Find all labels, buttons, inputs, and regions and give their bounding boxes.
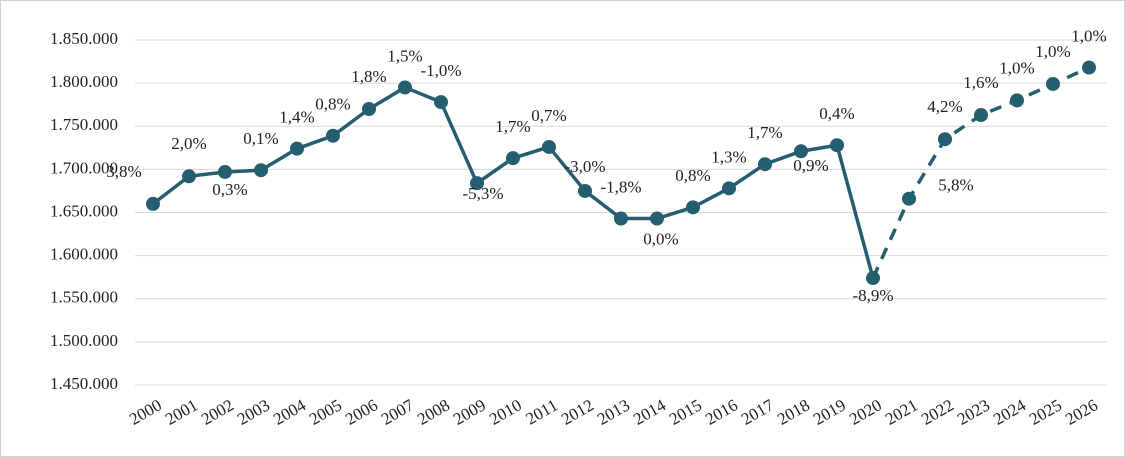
data-label: 0,8% xyxy=(315,95,350,114)
marker xyxy=(218,164,232,179)
data-label: 1,7% xyxy=(747,123,782,142)
data-label: 1,0% xyxy=(1035,42,1070,61)
data-label: 1,3% xyxy=(711,147,746,166)
data-label: -5,3% xyxy=(462,184,503,203)
marker xyxy=(434,95,448,110)
marker xyxy=(1082,60,1096,75)
data-label: 1,5% xyxy=(387,46,422,65)
data-label: 1,4% xyxy=(279,108,314,127)
data-label: 1,7% xyxy=(495,117,530,136)
data-label: 4,2% xyxy=(927,97,962,116)
marker xyxy=(830,138,844,153)
data-label: 2,0% xyxy=(171,134,206,153)
marker xyxy=(938,132,952,147)
marker xyxy=(506,151,520,166)
marker xyxy=(362,102,376,116)
marker xyxy=(902,191,916,206)
y-tick-label: 1.850.000 xyxy=(50,29,118,48)
y-tick-label: 1.550.000 xyxy=(50,288,118,307)
data-label: 0,7% xyxy=(531,106,566,125)
data-label: 0,3% xyxy=(212,180,247,199)
y-tick-label: 1.700.000 xyxy=(50,158,118,177)
marker xyxy=(866,271,880,286)
data-label: 0,8% xyxy=(675,166,710,185)
data-label: 1,8% xyxy=(351,67,386,86)
marker xyxy=(1046,76,1060,91)
marker xyxy=(578,183,592,198)
data-label: 5,8% xyxy=(938,176,973,195)
marker xyxy=(542,139,556,154)
marker xyxy=(794,144,808,159)
y-tick-label: 1.650.000 xyxy=(50,201,118,220)
data-label: -8,9% xyxy=(852,286,893,305)
data-label: 1,0% xyxy=(1071,27,1106,46)
data-label: 3,8% xyxy=(106,162,141,181)
y-tick-label: 1.500.000 xyxy=(50,331,118,350)
marker xyxy=(470,176,484,191)
marker xyxy=(146,196,160,211)
marker xyxy=(614,211,628,226)
marker xyxy=(398,80,412,95)
marker xyxy=(722,181,736,196)
y-tick-label: 1.600.000 xyxy=(50,245,118,264)
marker xyxy=(758,157,772,172)
data-label: -1,0% xyxy=(420,61,461,80)
marker xyxy=(650,211,664,226)
marker xyxy=(326,128,340,143)
data-label: 0,1% xyxy=(243,129,278,148)
data-label: 0,4% xyxy=(819,104,854,123)
marker xyxy=(254,163,268,178)
y-tick-label: 1.800.000 xyxy=(50,72,118,91)
marker xyxy=(974,108,988,123)
data-label: 0,9% xyxy=(793,156,828,175)
data-label: 0,0% xyxy=(643,229,678,248)
data-label: -1,8% xyxy=(600,177,641,196)
marker xyxy=(182,169,196,184)
y-tick-label: 1.450.000 xyxy=(50,374,118,393)
y-tick-label: 1.750.000 xyxy=(50,115,118,134)
data-label: 1,0% xyxy=(999,58,1034,77)
data-label: 1,6% xyxy=(963,73,998,92)
marker xyxy=(290,141,304,156)
marker xyxy=(1010,93,1024,108)
data-label: -3,0% xyxy=(564,157,605,176)
marker xyxy=(686,200,700,215)
